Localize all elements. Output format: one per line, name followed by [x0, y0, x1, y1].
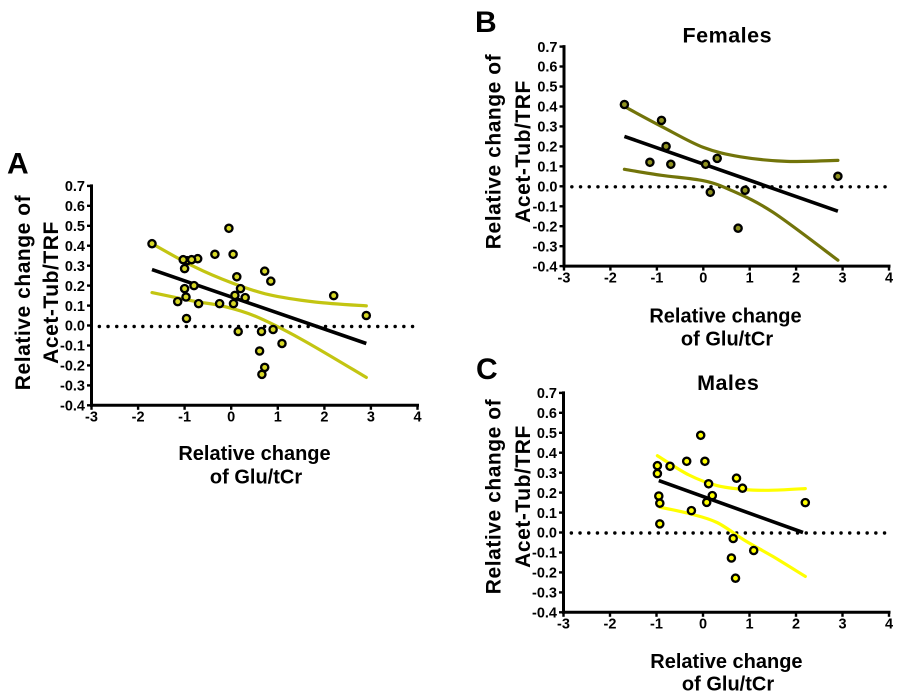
svg-text:0.0: 0.0 [537, 526, 557, 542]
svg-text:0.7: 0.7 [537, 40, 557, 56]
svg-text:3: 3 [367, 410, 375, 426]
svg-text:-0.2: -0.2 [532, 566, 557, 582]
svg-text:-0.1: -0.1 [60, 339, 85, 355]
svg-text:0.6: 0.6 [537, 406, 557, 422]
svg-text:0.2: 0.2 [65, 279, 85, 295]
svg-text:Relative change: Relative change [178, 443, 330, 465]
svg-text:0: 0 [227, 410, 235, 426]
svg-text:-0.4: -0.4 [533, 259, 558, 275]
svg-text:0.4: 0.4 [537, 100, 557, 116]
svg-text:0.0: 0.0 [65, 319, 85, 335]
svg-text:0.3: 0.3 [537, 120, 557, 136]
svg-text:Relative change: Relative change [649, 306, 801, 328]
svg-text:3: 3 [838, 617, 846, 633]
svg-text:0.6: 0.6 [537, 60, 557, 76]
svg-text:0.5: 0.5 [537, 80, 557, 96]
svg-text:Acet-Tub/TRF: Acet-Tub/TRF [512, 80, 535, 223]
svg-text:-0.2: -0.2 [60, 359, 85, 375]
svg-text:of Glu/tCr: of Glu/tCr [210, 467, 302, 489]
svg-text:1: 1 [745, 617, 753, 633]
svg-text:0.1: 0.1 [537, 506, 557, 522]
svg-text:0.7: 0.7 [65, 179, 85, 195]
svg-text:-3: -3 [85, 410, 98, 426]
svg-text:-0.1: -0.1 [532, 546, 557, 562]
svg-text:0.4: 0.4 [537, 446, 557, 462]
svg-text:Relative change: Relative change [650, 651, 802, 673]
svg-text:B: B [475, 6, 497, 39]
svg-text:2: 2 [320, 410, 328, 426]
svg-text:-1: -1 [650, 617, 663, 633]
svg-text:of Glu/tCr: of Glu/tCr [681, 329, 773, 351]
svg-text:3: 3 [839, 270, 847, 286]
svg-text:1: 1 [274, 410, 282, 426]
svg-text:0.4: 0.4 [65, 239, 85, 255]
svg-text:2: 2 [792, 617, 800, 633]
svg-text:-1: -1 [178, 410, 191, 426]
svg-text:4: 4 [885, 270, 893, 286]
svg-text:0.2: 0.2 [537, 140, 557, 156]
svg-text:0.3: 0.3 [537, 466, 557, 482]
svg-text:Acet-Tub/TRF: Acet-Tub/TRF [512, 425, 535, 568]
svg-text:-0.4: -0.4 [532, 606, 557, 622]
svg-text:A: A [7, 148, 29, 181]
svg-text:-1: -1 [650, 270, 663, 286]
svg-text:0.1: 0.1 [65, 299, 85, 315]
svg-text:-2: -2 [604, 617, 617, 633]
svg-text:1: 1 [746, 270, 754, 286]
svg-text:2: 2 [792, 270, 800, 286]
svg-text:0.1: 0.1 [537, 160, 557, 176]
svg-text:Relative change of: Relative change of [483, 53, 506, 249]
svg-text:Females: Females [683, 24, 773, 48]
svg-text:C: C [476, 353, 498, 386]
svg-text:-0.3: -0.3 [532, 586, 557, 602]
svg-text:-3: -3 [558, 270, 571, 286]
svg-text:0.5: 0.5 [65, 219, 85, 235]
svg-text:Males: Males [697, 371, 759, 395]
svg-text:0.2: 0.2 [537, 486, 557, 502]
svg-text:0.3: 0.3 [65, 259, 85, 275]
svg-text:-0.1: -0.1 [533, 200, 558, 216]
svg-text:0.0: 0.0 [537, 180, 557, 196]
svg-text:0: 0 [699, 270, 707, 286]
svg-text:-0.4: -0.4 [60, 399, 85, 415]
svg-text:-2: -2 [604, 270, 617, 286]
svg-text:Acet-Tub/TRF: Acet-Tub/TRF [40, 221, 63, 364]
svg-text:0: 0 [699, 617, 707, 633]
svg-text:of Glu/tCr: of Glu/tCr [682, 674, 774, 696]
svg-text:-3: -3 [557, 617, 570, 633]
svg-text:-0.3: -0.3 [533, 239, 558, 255]
svg-text:4: 4 [885, 617, 893, 633]
svg-text:0.5: 0.5 [537, 426, 557, 442]
svg-text:-0.2: -0.2 [533, 219, 558, 235]
svg-text:0.7: 0.7 [537, 386, 557, 402]
svg-text:Relative change of: Relative change of [12, 194, 35, 390]
svg-text:Relative change of: Relative change of [483, 398, 506, 594]
svg-text:-0.3: -0.3 [60, 379, 85, 395]
svg-text:4: 4 [413, 410, 421, 426]
svg-text:0.6: 0.6 [65, 199, 85, 215]
svg-text:-2: -2 [132, 410, 145, 426]
